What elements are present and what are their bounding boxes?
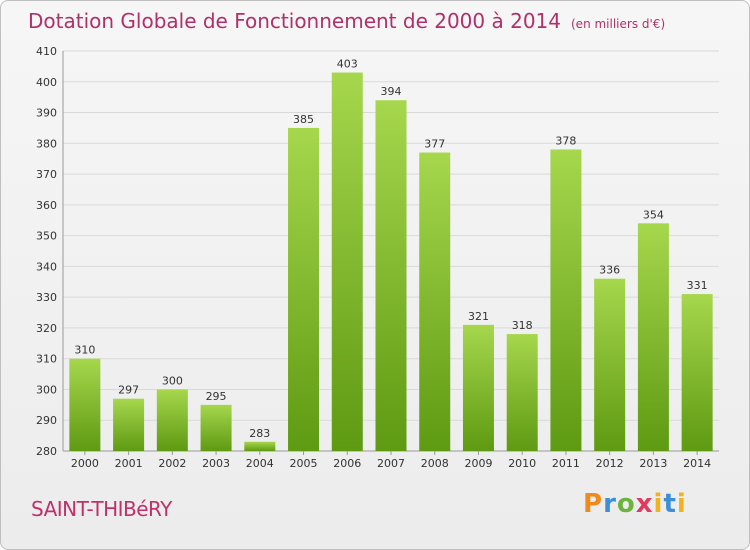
bar [506, 334, 538, 451]
chart-title: Dotation Globale de Fonctionnement de 20… [28, 9, 665, 33]
x-tick-label: 2003 [202, 457, 230, 470]
x-tick-label: 2013 [639, 457, 667, 470]
data-label: 295 [206, 390, 227, 403]
y-tick-label: 390 [36, 107, 57, 120]
x-tick-label: 2004 [246, 457, 274, 470]
logo-letter: i [676, 489, 687, 519]
data-label: 385 [293, 113, 314, 126]
logo-letter: r [603, 489, 617, 519]
value-labels: 310 297 300 295 283 385 403 394 377 321 318 378 336 3… [74, 58, 707, 440]
data-label: 403 [337, 58, 358, 71]
x-tick-label: 2005 [290, 457, 318, 470]
bar [200, 404, 232, 451]
data-label: 318 [512, 319, 533, 332]
bar [637, 223, 669, 451]
y-tick-label: 410 [36, 45, 57, 58]
bar [375, 100, 407, 451]
town-name: SAINT-THIBéRY [31, 497, 172, 521]
bar [113, 398, 145, 451]
data-label: 377 [424, 138, 445, 151]
y-tick-label: 320 [36, 322, 57, 335]
bar [288, 127, 320, 451]
y-tick-label: 330 [36, 291, 57, 304]
title-text: Dotation Globale de Fonctionnement de 20… [28, 9, 561, 33]
data-label: 310 [74, 344, 95, 357]
data-label: 354 [643, 208, 664, 221]
y-tick-label: 370 [36, 168, 57, 181]
data-label: 394 [381, 85, 402, 98]
logo-letter: x [635, 489, 654, 519]
x-tick-label: 2001 [115, 457, 143, 470]
y-tick-label: 290 [36, 414, 57, 427]
logo-letter: i [653, 489, 664, 519]
y-tick-label: 280 [36, 445, 57, 458]
proxiti-logo[interactable]: Proxiti [583, 489, 687, 519]
logo-letter: t [663, 489, 677, 519]
x-tick-label: 2007 [377, 457, 405, 470]
y-tick-label: 360 [36, 199, 57, 212]
y-tick-label: 350 [36, 230, 57, 243]
y-tick-label: 380 [36, 137, 57, 150]
x-tick-label: 2000 [71, 457, 99, 470]
data-label: 378 [555, 134, 576, 147]
x-tick-label: 2010 [508, 457, 536, 470]
y-tick-label: 310 [36, 353, 57, 366]
data-label: 297 [118, 384, 139, 397]
x-tick-label: 2002 [158, 457, 186, 470]
bar [594, 278, 626, 451]
bar [419, 152, 451, 452]
bar [69, 358, 101, 451]
y-tick-labels: 280 290 300 310 320 330 340 350 360 370 380 390 400 4… [36, 45, 57, 458]
bar [550, 149, 582, 451]
x-tick-label: 2011 [552, 457, 580, 470]
y-tick-label: 340 [36, 260, 57, 273]
x-tick-label: 2014 [683, 457, 711, 470]
bar [462, 324, 494, 451]
x-tick-label: 2009 [464, 457, 492, 470]
logo-letter: P [583, 489, 604, 519]
data-label: 283 [249, 427, 270, 440]
bar [681, 294, 713, 451]
bars [69, 72, 713, 452]
unit-label: (en milliers d'€) [571, 17, 666, 31]
data-label: 300 [162, 374, 183, 387]
data-label: 331 [687, 279, 708, 292]
x-tick-labels: 2000 2001 2002 2003 2004 2005 2006 2007 2008 2009… [71, 457, 711, 470]
logo-letter: o [616, 489, 636, 519]
x-tick-label: 2008 [421, 457, 449, 470]
y-tick-label: 300 [36, 383, 57, 396]
bar [244, 441, 276, 451]
x-tick-label: 2012 [596, 457, 624, 470]
bar [331, 72, 363, 452]
data-label: 321 [468, 310, 489, 323]
y-tick-label: 400 [36, 76, 57, 89]
data-label: 336 [599, 264, 620, 277]
x-tick-label: 2006 [333, 457, 361, 470]
bar [156, 389, 188, 451]
